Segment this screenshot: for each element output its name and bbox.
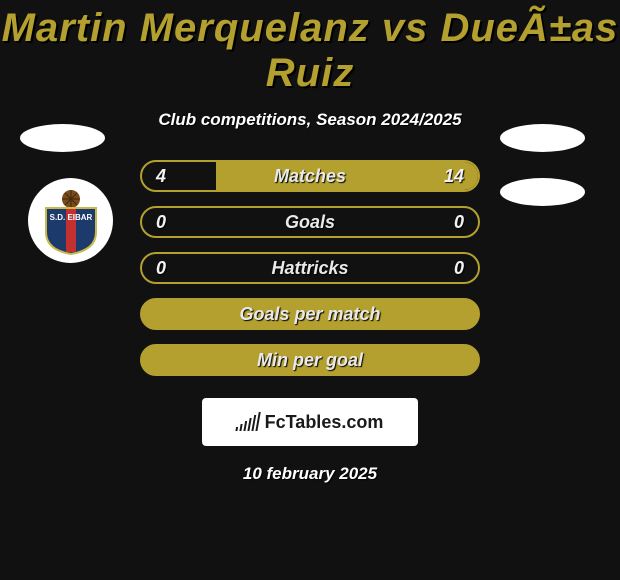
stat-row: 0Hattricks0	[140, 252, 480, 284]
stat-row: Goals per match	[140, 298, 480, 330]
stat-label: Hattricks	[142, 258, 478, 279]
bars-icon	[235, 413, 260, 431]
player-right-avatar-placeholder	[500, 124, 585, 152]
stat-label: Goals per match	[142, 304, 478, 325]
stat-left-value: 0	[156, 212, 166, 233]
logo-bar	[243, 421, 247, 431]
date-label: 10 february 2025	[0, 464, 620, 484]
stat-row: Min per goal	[140, 344, 480, 376]
logo-bar	[235, 427, 238, 431]
stat-row: 0Goals0	[140, 206, 480, 238]
stat-row: 4Matches14	[140, 160, 480, 192]
stat-label: Min per goal	[142, 350, 478, 371]
player-left-avatar-placeholder	[20, 124, 105, 152]
player-right-club-placeholder	[500, 178, 585, 206]
page-title: Martin Merquelanz vs DueÃ±as Ruiz	[0, 0, 620, 96]
svg-text:S.D. EIBAR: S.D. EIBAR	[49, 213, 92, 222]
stats-container: 4Matches140Goals00Hattricks0Goals per ma…	[140, 160, 480, 376]
player-left-club-crest: S.D. EIBAR	[28, 178, 113, 263]
fctables-logo: FcTables.com	[202, 398, 418, 446]
stat-left-value: 4	[156, 166, 166, 187]
stat-label: Goals	[142, 212, 478, 233]
logo-text: FcTables.com	[265, 412, 384, 433]
logo-bar	[239, 424, 242, 431]
eibar-crest-icon: S.D. EIBAR	[28, 178, 113, 263]
stat-left-value: 0	[156, 258, 166, 279]
stat-right-value: 0	[454, 212, 464, 233]
stat-right-value: 14	[444, 166, 464, 187]
stat-right-value: 0	[454, 258, 464, 279]
stat-fill	[216, 162, 478, 190]
